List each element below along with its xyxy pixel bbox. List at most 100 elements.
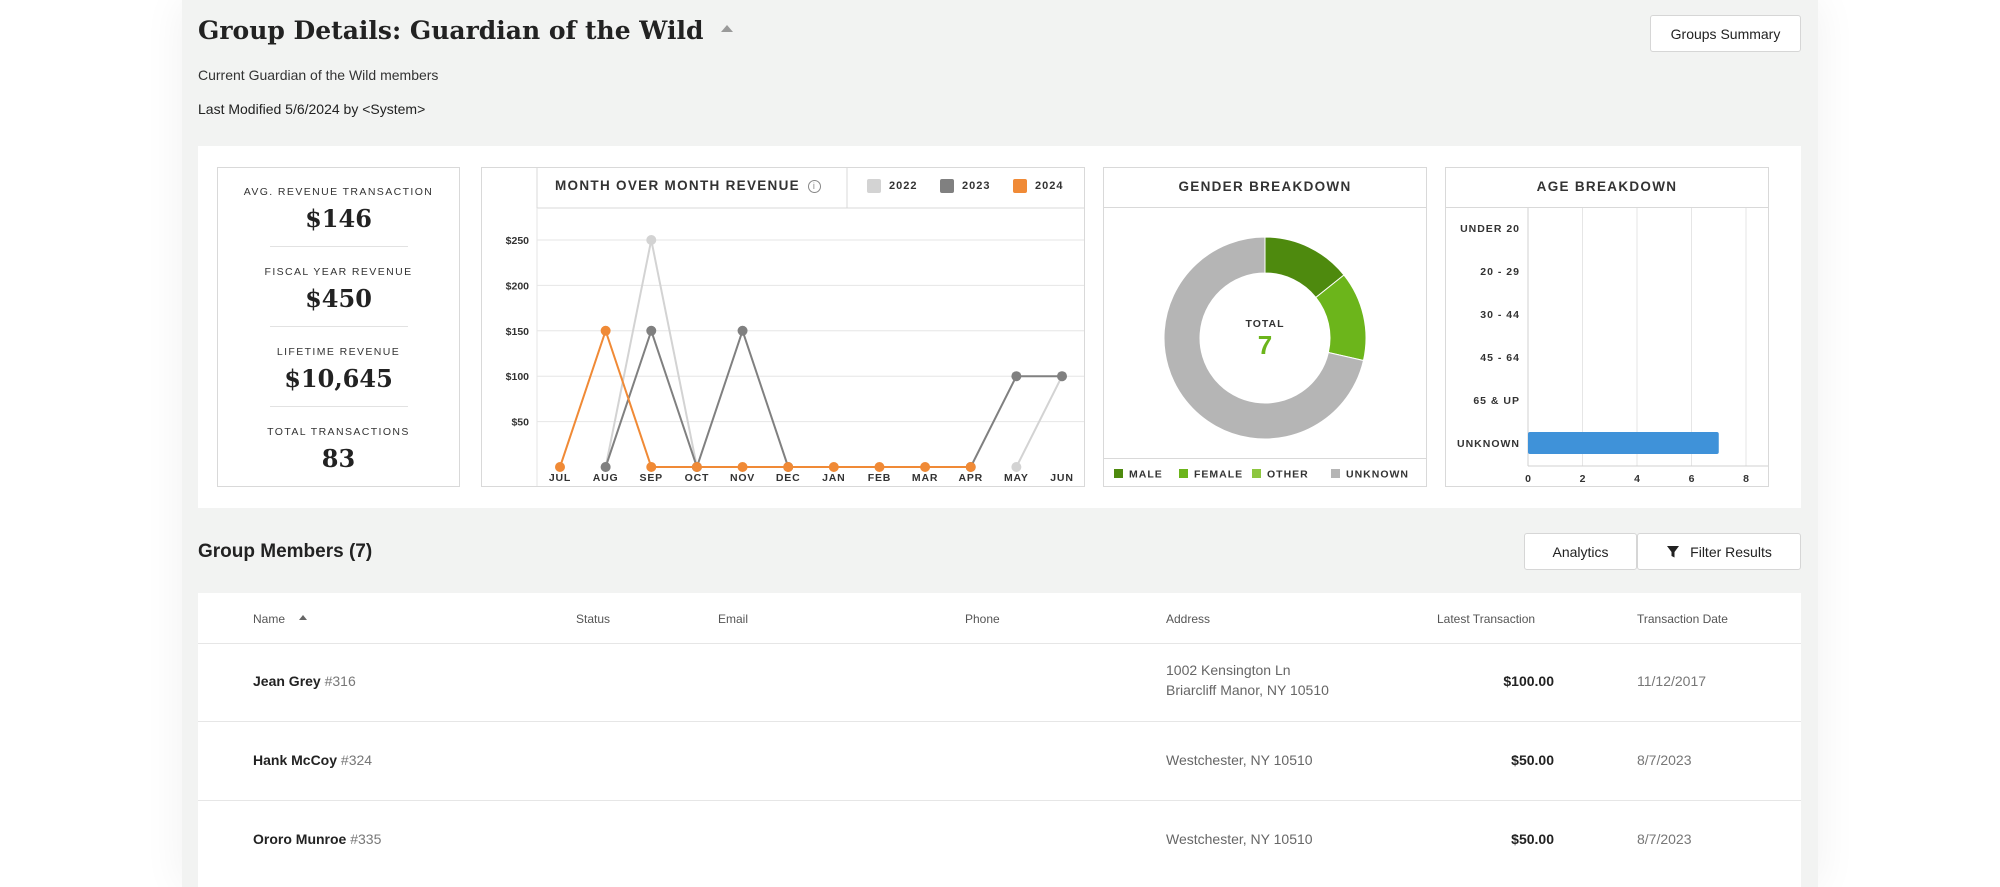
gender-chart-title: GENDER BREAKDOWN xyxy=(1178,179,1352,194)
column-header-status[interactable]: Status xyxy=(576,612,611,626)
data-point-2024 xyxy=(828,462,839,472)
filter-results-button[interactable]: Filter Results xyxy=(1637,533,1801,570)
y-tick-label: 30 - 44 xyxy=(1480,309,1520,321)
latest-transaction-amount: $50.00 xyxy=(1511,831,1554,847)
y-tick-label: UNDER 20 xyxy=(1460,223,1520,235)
gender-chart-header xyxy=(1104,168,1426,208)
data-point-2024 xyxy=(783,462,794,472)
x-tick-label: APR xyxy=(958,472,983,484)
member-name-cell[interactable]: Hank McCoy #324 xyxy=(253,752,372,768)
row-divider xyxy=(198,643,1801,644)
x-tick-label: 2 xyxy=(1580,473,1586,485)
x-tick-label: NOV xyxy=(730,472,755,484)
legend-swatch-unknown xyxy=(1331,469,1340,478)
address-line-1: Westchester, NY 10510 xyxy=(1166,752,1313,768)
donut-center-value: 7 xyxy=(1258,330,1272,360)
member-address: Westchester, NY 10510 xyxy=(1166,750,1313,770)
data-point-2023 xyxy=(1057,371,1067,382)
y-tick-label: $200 xyxy=(506,280,530,292)
column-header-label: Name xyxy=(253,612,286,626)
x-tick-label: MAR xyxy=(912,472,938,484)
column-header-name[interactable]: Name xyxy=(253,612,308,626)
y-tick-label: 20 - 29 xyxy=(1480,266,1520,278)
legend-2022: 2022 xyxy=(867,179,917,193)
data-point-2024 xyxy=(737,462,748,472)
analytics-panel: AVG. REVENUE TRANSACTION $146 FISCAL YEA… xyxy=(198,146,1801,508)
x-tick-label: SEP xyxy=(640,472,663,484)
collapse-caret-icon[interactable] xyxy=(721,25,734,32)
legend-swatch-2023 xyxy=(940,179,954,193)
y-tick-label: $150 xyxy=(506,326,530,338)
filter-icon xyxy=(1667,545,1680,557)
data-point-2024 xyxy=(965,462,976,472)
revenue-chart-title-text: MONTH OVER MONTH REVENUE xyxy=(555,178,800,193)
data-point-2024 xyxy=(646,462,657,472)
stat-value: $146 xyxy=(305,204,372,233)
y-tick-label: UNKNOWN xyxy=(1457,438,1520,450)
data-point-2022 xyxy=(646,235,657,245)
latest-transaction-amount: $50.00 xyxy=(1511,752,1554,768)
y-tick-label: $250 xyxy=(506,235,530,247)
address-line-2: Briarcliff Manor, NY 10510 xyxy=(1166,682,1329,698)
column-header-phone[interactable]: Phone xyxy=(965,612,1000,626)
page-title-text: Group Details: Guardian of the Wild xyxy=(198,16,704,45)
revenue-line-chart: $50 $100 $150 $200 $250 JUL AUG SEP OCT NOV DEC JAN… xyxy=(506,208,1084,486)
data-point-2024 xyxy=(555,462,565,472)
legend-label: 2022 xyxy=(889,180,918,192)
legend-swatch-female xyxy=(1179,469,1188,478)
member-name[interactable]: Ororo Munroe xyxy=(253,831,347,847)
data-point-2023 xyxy=(600,462,611,472)
member-name-cell[interactable]: Ororo Munroe #335 xyxy=(253,831,381,847)
divider xyxy=(270,326,408,327)
filter-results-label: Filter Results xyxy=(1690,543,1772,560)
latest-transaction-amount: $100.00 xyxy=(1503,673,1554,689)
groups-summary-button[interactable]: Groups Summary xyxy=(1650,15,1801,52)
age-chart-card: AGE BREAKDOWN 0 2 4 6 8 UNDER 20 20 - 29 30 - 4… xyxy=(1445,167,1769,487)
y-tick-label: 45 - 64 xyxy=(1480,352,1520,364)
member-number: #324 xyxy=(340,752,373,768)
data-point-2023 xyxy=(646,325,657,336)
legend-label-female: FEMALE xyxy=(1194,469,1243,481)
member-name-cell[interactable]: Jean Grey #316 xyxy=(253,673,356,689)
age-bar-chart: 0 2 4 6 8 UNDER 20 20 - 29 30 - 44 45 - 64 65 & U… xyxy=(1457,208,1768,485)
page-subtitle: Current Guardian of the Wild members xyxy=(198,67,439,83)
data-point-2022 xyxy=(1011,462,1022,472)
legend-label-unknown: UNKNOWN xyxy=(1346,469,1409,481)
legend-label: 2024 xyxy=(1035,180,1064,192)
x-tick-label: OCT xyxy=(685,472,710,484)
stat-value: $10,645 xyxy=(284,364,393,393)
column-header-address[interactable]: Address xyxy=(1166,612,1211,626)
member-number: #335 xyxy=(350,831,382,847)
members-table: Name Status Email Phone Address Latest T… xyxy=(198,593,1801,887)
analytics-button[interactable]: Analytics xyxy=(1524,533,1637,570)
column-header-latest-transaction[interactable]: Latest Transaction xyxy=(1437,612,1536,626)
row-divider xyxy=(198,721,1801,722)
member-number: #316 xyxy=(324,673,356,689)
column-header-transaction-date[interactable]: Transaction Date xyxy=(1637,612,1728,626)
stat-label: LIFETIME REVENUE xyxy=(276,346,401,358)
gender-legend-divider xyxy=(1104,458,1426,459)
revenue-chart-card: MONTH OVER MONTH REVENUE i 2022 2023 2024… xyxy=(481,167,1085,487)
sort-ascending-icon[interactable] xyxy=(299,615,308,621)
stat-label: AVG. REVENUE TRANSACTION xyxy=(243,186,434,198)
column-header-email[interactable]: Email xyxy=(718,612,749,626)
gender-chart-card: GENDER BREAKDOWN TOTAL 7 MALE FEMALE OTHER UN… xyxy=(1103,167,1427,487)
series-line-2022 xyxy=(604,239,698,468)
row-divider xyxy=(198,800,1801,801)
group-members-title: Group Members (7) xyxy=(198,541,373,562)
legend-swatch-2024 xyxy=(1013,179,1027,193)
x-tick-label: 6 xyxy=(1689,473,1695,485)
address-line-1: 1002 Kensington Ln xyxy=(1166,662,1291,678)
revenue-chart-frame xyxy=(536,168,1084,209)
data-point-2023 xyxy=(737,325,748,336)
revenue-chart-title: MONTH OVER MONTH REVENUE i xyxy=(555,178,821,193)
legend-swatch-other xyxy=(1252,469,1261,478)
data-point-2023 xyxy=(1011,371,1022,382)
divider xyxy=(270,246,408,247)
member-name[interactable]: Hank McCoy xyxy=(253,752,338,768)
series-line-2022 xyxy=(1015,375,1063,468)
member-address: Westchester, NY 10510 xyxy=(1166,829,1313,849)
info-icon[interactable]: i xyxy=(807,179,821,193)
member-name[interactable]: Jean Grey xyxy=(253,673,321,689)
